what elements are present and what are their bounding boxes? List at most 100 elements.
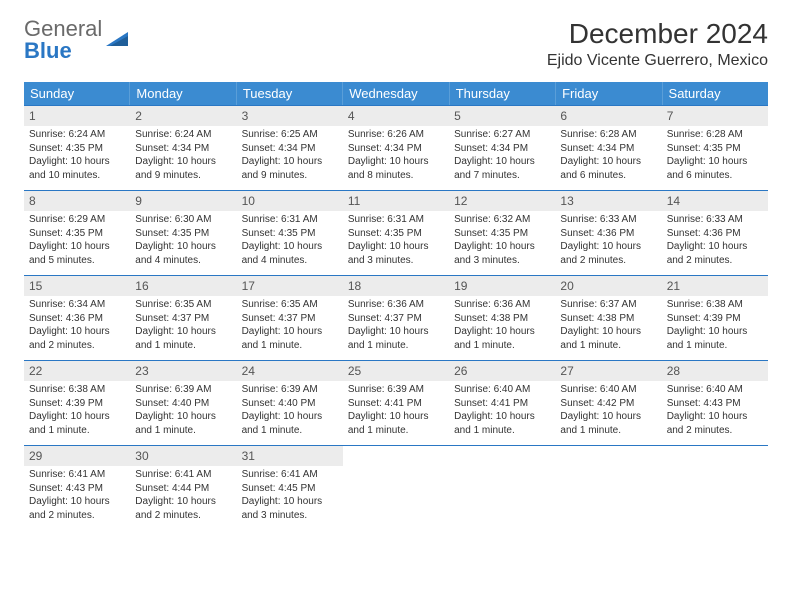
sunset-line: Sunset: 4:36 PM — [555, 227, 661, 241]
daylight-line: Daylight: 10 hours and 3 minutes. — [237, 495, 343, 522]
daylight-line: Daylight: 10 hours and 4 minutes. — [130, 240, 236, 267]
sunrise-line: Sunrise: 6:38 AM — [24, 383, 130, 397]
sunrise-line: Sunrise: 6:36 AM — [449, 298, 555, 312]
day-number: 29 — [24, 446, 130, 466]
day-cell: 20Sunrise: 6:37 AMSunset: 4:38 PMDayligh… — [555, 276, 661, 360]
title-block: December 2024 Ejido Vicente Guerrero, Me… — [547, 18, 768, 70]
weekday-sunday: Sunday — [24, 82, 130, 105]
daylight-line: Daylight: 10 hours and 10 minutes. — [24, 155, 130, 182]
sunrise-line: Sunrise: 6:38 AM — [662, 298, 768, 312]
sunrise-line: Sunrise: 6:41 AM — [24, 468, 130, 482]
sunset-line: Sunset: 4:35 PM — [24, 142, 130, 156]
day-cell: 6Sunrise: 6:28 AMSunset: 4:34 PMDaylight… — [555, 106, 661, 190]
daylight-line: Daylight: 10 hours and 1 minute. — [555, 410, 661, 437]
daylight-line: Daylight: 10 hours and 6 minutes. — [662, 155, 768, 182]
week-row: 29Sunrise: 6:41 AMSunset: 4:43 PMDayligh… — [24, 445, 768, 530]
day-cell: 4Sunrise: 6:26 AMSunset: 4:34 PMDaylight… — [343, 106, 449, 190]
sunrise-line: Sunrise: 6:28 AM — [662, 128, 768, 142]
sunrise-line: Sunrise: 6:40 AM — [449, 383, 555, 397]
sunset-line: Sunset: 4:39 PM — [662, 312, 768, 326]
sunrise-line: Sunrise: 6:40 AM — [555, 383, 661, 397]
daylight-line: Daylight: 10 hours and 7 minutes. — [449, 155, 555, 182]
sunrise-line: Sunrise: 6:25 AM — [237, 128, 343, 142]
sunset-line: Sunset: 4:37 PM — [130, 312, 236, 326]
day-cell: 22Sunrise: 6:38 AMSunset: 4:39 PMDayligh… — [24, 361, 130, 445]
sunset-line: Sunset: 4:34 PM — [130, 142, 236, 156]
sunrise-line: Sunrise: 6:26 AM — [343, 128, 449, 142]
sunrise-line: Sunrise: 6:39 AM — [130, 383, 236, 397]
day-cell: 3Sunrise: 6:25 AMSunset: 4:34 PMDaylight… — [237, 106, 343, 190]
day-cell: 2Sunrise: 6:24 AMSunset: 4:34 PMDaylight… — [130, 106, 236, 190]
sunset-line: Sunset: 4:41 PM — [343, 397, 449, 411]
day-number: 15 — [24, 276, 130, 296]
day-cell — [555, 446, 661, 530]
sunset-line: Sunset: 4:41 PM — [449, 397, 555, 411]
day-cell: 5Sunrise: 6:27 AMSunset: 4:34 PMDaylight… — [449, 106, 555, 190]
sunset-line: Sunset: 4:43 PM — [24, 482, 130, 496]
daylight-line: Daylight: 10 hours and 1 minute. — [662, 325, 768, 352]
day-number: 6 — [555, 106, 661, 126]
sunrise-line: Sunrise: 6:41 AM — [130, 468, 236, 482]
sunrise-line: Sunrise: 6:24 AM — [24, 128, 130, 142]
daylight-line: Daylight: 10 hours and 1 minute. — [555, 325, 661, 352]
weekday-monday: Monday — [130, 82, 236, 105]
daylight-line: Daylight: 10 hours and 1 minute. — [343, 410, 449, 437]
sunset-line: Sunset: 4:40 PM — [237, 397, 343, 411]
sunset-line: Sunset: 4:34 PM — [555, 142, 661, 156]
day-cell: 29 Sunrise: 6:41 AMSunset: 4:43 PMDayligh… — [24, 446, 130, 530]
sunset-line: Sunset: 4:35 PM — [24, 227, 130, 241]
day-number: 19 — [449, 276, 555, 296]
sunrise-line: Sunrise: 6:39 AM — [237, 383, 343, 397]
daylight-line: Daylight: 10 hours and 3 minutes. — [449, 240, 555, 267]
sunrise-line: Sunrise: 6:31 AM — [343, 213, 449, 227]
daylight-line: Daylight: 10 hours and 1 minute. — [237, 325, 343, 352]
day-number: 31 — [237, 446, 343, 466]
day-number: 11 — [343, 191, 449, 211]
day-cell: 14Sunrise: 6:33 AMSunset: 4:36 PMDayligh… — [662, 191, 768, 275]
sunset-line: Sunset: 4:38 PM — [449, 312, 555, 326]
daylight-line: Daylight: 10 hours and 1 minute. — [237, 410, 343, 437]
day-number: 4 — [343, 106, 449, 126]
weekday-header-row: Sunday Monday Tuesday Wednesday Thursday… — [24, 82, 768, 105]
day-cell: 10Sunrise: 6:31 AMSunset: 4:35 PMDayligh… — [237, 191, 343, 275]
day-number: 28 — [662, 361, 768, 381]
weeks-container: 1Sunrise: 6:24 AMSunset: 4:35 PMDaylight… — [24, 105, 768, 530]
day-cell: 25Sunrise: 6:39 AMSunset: 4:41 PMDayligh… — [343, 361, 449, 445]
logo-triangle-icon — [106, 28, 132, 52]
day-cell: 11 Sunrise: 6:31 AMSunset: 4:35 PMDayligh… — [343, 191, 449, 275]
day-cell — [449, 446, 555, 530]
sunrise-line: Sunrise: 6:36 AM — [343, 298, 449, 312]
daylight-line: Daylight: 10 hours and 8 minutes. — [343, 155, 449, 182]
daylight-line: Daylight: 10 hours and 2 minutes. — [130, 495, 236, 522]
daylight-line: Daylight: 10 hours and 2 minutes. — [662, 410, 768, 437]
sunset-line: Sunset: 4:35 PM — [662, 142, 768, 156]
day-cell: 23Sunrise: 6:39 AMSunset: 4:40 PMDayligh… — [130, 361, 236, 445]
sunrise-line: Sunrise: 6:32 AM — [449, 213, 555, 227]
daylight-line: Daylight: 10 hours and 2 minutes. — [24, 325, 130, 352]
daylight-line: Daylight: 10 hours and 9 minutes. — [130, 155, 236, 182]
weekday-wednesday: Wednesday — [343, 82, 449, 105]
sunrise-line: Sunrise: 6:33 AM — [662, 213, 768, 227]
day-number: 8 — [24, 191, 130, 211]
weekday-thursday: Thursday — [450, 82, 556, 105]
day-cell — [343, 446, 449, 530]
daylight-line: Daylight: 10 hours and 2 minutes. — [555, 240, 661, 267]
day-cell: 1Sunrise: 6:24 AMSunset: 4:35 PMDaylight… — [24, 106, 130, 190]
sunrise-line: Sunrise: 6:41 AM — [237, 468, 343, 482]
day-number: 3 — [237, 106, 343, 126]
sunrise-line: Sunrise: 6:24 AM — [130, 128, 236, 142]
daylight-line: Daylight: 10 hours and 3 minutes. — [343, 240, 449, 267]
day-cell: 31Sunrise: 6:41 AMSunset: 4:45 PMDayligh… — [237, 446, 343, 530]
day-number: 17 — [237, 276, 343, 296]
day-cell: 12Sunrise: 6:32 AMSunset: 4:35 PMDayligh… — [449, 191, 555, 275]
week-row: 8Sunrise: 6:29 AMSunset: 4:35 PMDaylight… — [24, 190, 768, 275]
calendar: Sunday Monday Tuesday Wednesday Thursday… — [24, 82, 768, 530]
day-cell: 17Sunrise: 6:35 AMSunset: 4:37 PMDayligh… — [237, 276, 343, 360]
day-cell: 21Sunrise: 6:38 AMSunset: 4:39 PMDayligh… — [662, 276, 768, 360]
sunset-line: Sunset: 4:35 PM — [343, 227, 449, 241]
sunset-line: Sunset: 4:39 PM — [24, 397, 130, 411]
logo-text-2: Blue — [24, 38, 72, 63]
sunset-line: Sunset: 4:44 PM — [130, 482, 236, 496]
daylight-line: Daylight: 10 hours and 2 minutes. — [24, 495, 130, 522]
day-cell: 26Sunrise: 6:40 AMSunset: 4:41 PMDayligh… — [449, 361, 555, 445]
